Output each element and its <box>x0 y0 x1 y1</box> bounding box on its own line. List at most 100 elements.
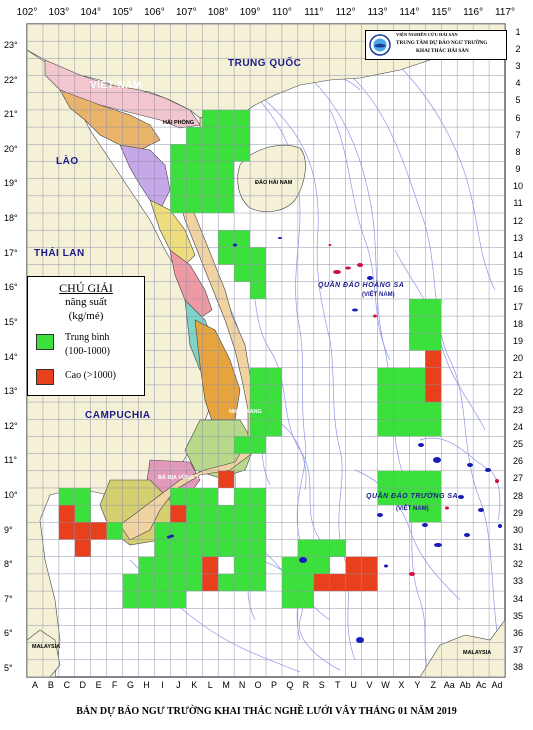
island-hoangsa-6 <box>373 314 377 318</box>
cell-medium-R33 <box>297 573 314 592</box>
label-cambodia: CAMPUCHIA <box>85 410 151 421</box>
cell-medium-M13 <box>218 230 235 248</box>
cell-medium-T31 <box>329 539 346 557</box>
cell-high-D31 <box>74 539 91 557</box>
grid-row-label: 5 <box>515 95 521 106</box>
grid-column-label: T <box>334 680 341 690</box>
grid-row-label: 20 <box>512 353 523 364</box>
legend-label-medium: Trung bình <box>65 332 110 343</box>
grid-row-label: 2 <box>515 43 521 54</box>
longitude-label: 108° <box>207 7 229 18</box>
label-nha-trang: NHA TRANG <box>229 409 262 415</box>
cell-medium-Y29 <box>409 505 426 523</box>
cell-medium-K29 <box>186 505 203 523</box>
cell-medium-N8 <box>234 144 251 162</box>
grid-column-label: Ad <box>491 680 503 690</box>
grid-row-label: 18 <box>512 318 523 329</box>
legend: CHÚ GIẢI năng suất (kg/mẻ) Trung bình (1… <box>27 276 145 396</box>
cell-medium-I30 <box>154 522 171 540</box>
grid-row-label: 24 <box>512 421 523 432</box>
grid-row-label: 33 <box>512 576 523 587</box>
grid-row-label: 25 <box>512 439 523 449</box>
label-hainan: ĐẢO HẢI NAM <box>255 180 293 186</box>
institute-logo-icon <box>369 34 391 56</box>
latitude-label: 15° <box>4 316 18 327</box>
grid-row-label: 28 <box>512 490 523 501</box>
grid-column-label: G <box>127 680 135 690</box>
island-truongsa-15 <box>356 637 364 643</box>
land-vietnam-central2 <box>149 199 196 266</box>
latitude-label: 14° <box>4 351 18 362</box>
grid-column-label: N <box>238 680 246 690</box>
cell-medium-X24 <box>393 419 410 437</box>
island-truongsa-11 <box>409 572 415 576</box>
cell-medium-K28 <box>186 487 203 506</box>
grid-column-label: L <box>207 680 213 690</box>
label-malaysia-west: MALAYSIA <box>32 644 61 650</box>
grid-column-label: V <box>366 680 373 690</box>
cell-medium-L31 <box>202 539 219 557</box>
island-conson <box>167 535 171 539</box>
grid-row-label: 14 <box>512 249 523 260</box>
grid-row-label: 26 <box>512 456 523 467</box>
cell-medium-O25 <box>250 436 266 454</box>
label-hai-phong: HẢI PHÒNG <box>163 120 195 126</box>
grid-row-label: 19 <box>512 335 523 346</box>
cell-medium-G33 <box>122 573 139 592</box>
grid-row-label: 15 <box>512 267 523 278</box>
grid-row-label: 16 <box>512 284 523 295</box>
island-hoangsa-3 <box>357 263 363 267</box>
island-truongsa-9 <box>422 523 428 527</box>
grid-column-label: A <box>31 680 38 690</box>
cell-high-Z20 <box>425 350 442 368</box>
high-productivity-cells <box>58 350 442 592</box>
cell-medium-M14 <box>218 247 235 265</box>
grid-column-label: X <box>398 680 405 690</box>
cell-medium-W24 <box>377 419 394 437</box>
cell-medium-K30 <box>186 522 203 540</box>
cell-high-V33 <box>361 573 378 592</box>
cell-medium-N14 <box>234 247 251 265</box>
cell-medium-K8 <box>186 144 203 162</box>
map-title: BẢN DỰ BÁO NGƯ TRƯỜNG KHAI THÁC NGHỀ LƯỚ… <box>76 706 457 717</box>
cell-medium-J8 <box>170 144 187 162</box>
cell-high-D30 <box>74 522 91 540</box>
cell-medium-K7 <box>186 127 203 145</box>
grid-row-label: 27 <box>512 473 523 484</box>
island-truongsa-10 <box>434 543 442 547</box>
grid-column-label: Q <box>286 680 294 690</box>
cell-medium-O29 <box>250 505 266 523</box>
cell-high-Z22 <box>425 384 442 403</box>
label-laos: LÀO <box>56 156 79 167</box>
cell-medium-Q33 <box>281 573 298 592</box>
cell-medium-Y24 <box>409 419 426 437</box>
cell-medium-X28 <box>393 487 410 506</box>
grid-column-label: I <box>161 680 164 690</box>
cell-medium-J31 <box>170 539 187 557</box>
grid-row-label: 32 <box>512 559 523 570</box>
cell-medium-S32 <box>313 556 330 574</box>
island-hoangsa-8 <box>233 243 237 247</box>
cell-medium-N30 <box>234 522 251 540</box>
cell-medium-O31 <box>250 539 266 557</box>
latitude-label: 9° <box>4 524 13 535</box>
cell-medium-M11 <box>218 195 235 214</box>
cell-medium-N33 <box>234 573 251 592</box>
latitude-label: 16° <box>4 282 18 293</box>
cell-medium-J28 <box>170 487 187 506</box>
grid-column-label: Z <box>430 680 437 690</box>
cell-medium-L7 <box>202 127 219 145</box>
latitude-label: 8° <box>4 559 13 570</box>
island-truongsa-18 <box>464 533 470 537</box>
cell-medium-H34 <box>138 591 155 609</box>
grid-row-label: 7 <box>515 129 521 140</box>
latitude-label: 18° <box>4 213 18 224</box>
grid-column-label: H <box>143 680 150 690</box>
cell-medium-Y19 <box>409 333 426 351</box>
latitude-label: 7° <box>4 593 13 604</box>
cell-medium-K11 <box>186 195 203 214</box>
longitude-label: 110° <box>271 7 292 18</box>
cell-medium-Y18 <box>409 316 426 334</box>
